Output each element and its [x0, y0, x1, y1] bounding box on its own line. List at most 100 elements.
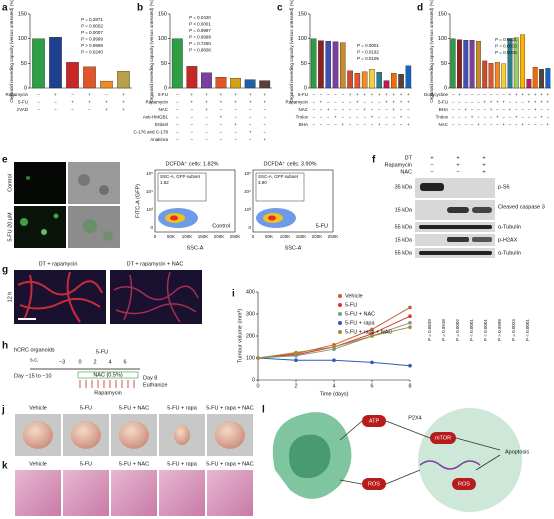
condition-mark: − — [176, 122, 179, 127]
fluorescence-image — [14, 162, 66, 204]
p-value: P = 0.0240 — [81, 50, 103, 55]
bar — [186, 66, 198, 89]
image-label: 5-FU + rapa + NAC — [206, 461, 253, 467]
condition-mark: + — [528, 92, 531, 97]
condition-mark: + — [540, 115, 543, 120]
condition-mark: − — [528, 122, 531, 127]
bar — [117, 71, 130, 89]
panel-g: DT + rapamycin DT + rapamycin + NAC 12 h — [7, 261, 202, 324]
condition-mark: − — [249, 107, 252, 112]
condition-mark: + — [392, 92, 395, 97]
condition-mark: + — [220, 92, 223, 97]
size-label: 15 kDa — [395, 237, 413, 243]
condition-mark: + — [349, 92, 352, 97]
condition-mark: − — [471, 107, 474, 112]
gate-label: SSC-A, GFP subset — [258, 174, 299, 179]
condition-mark: − — [407, 115, 410, 120]
tumour — [174, 425, 190, 445]
condition-mark: + — [482, 169, 485, 175]
condition-mark: + — [490, 107, 493, 112]
bar — [171, 38, 183, 89]
legend-label: 5-FU — [345, 302, 357, 308]
condition-mark: − — [334, 122, 337, 127]
condition-mark: − — [540, 107, 543, 112]
point — [408, 314, 412, 319]
condition-mark: − — [356, 115, 359, 120]
condition-mark: − — [191, 137, 194, 142]
bar — [501, 63, 507, 89]
gate-value: 1.82 — [160, 180, 169, 185]
endpoint-label: Euthanize — [143, 382, 167, 388]
condition-mark: + — [482, 155, 485, 161]
x-tick-label: 250K — [230, 234, 241, 239]
condition-mark: − — [483, 115, 486, 120]
condition-mark: − — [464, 92, 467, 97]
scale-bar — [18, 318, 36, 320]
condition-mark: + — [363, 92, 366, 97]
nac-bar — [77, 371, 139, 379]
gate-value: 3.90 — [258, 180, 267, 185]
drug-label: 5-FU — [96, 349, 108, 355]
bar — [513, 37, 519, 89]
x-tick-label: 150K — [296, 234, 307, 239]
y-tick-label: 0 — [24, 85, 27, 91]
p-value: P = 0.0003 — [495, 44, 517, 49]
diagram-label: ATP — [369, 418, 380, 424]
condition-mark: − — [547, 115, 550, 120]
condition-label: Rapamycin — [285, 100, 308, 105]
point — [256, 356, 260, 360]
condition-mark: + — [191, 92, 194, 97]
y-tick-label: 10³ — [146, 207, 153, 212]
day-label: 6 — [123, 359, 126, 365]
y-tick-label: 10⁴ — [146, 189, 153, 194]
protein-label: Cleaved caspase 3 — [498, 204, 545, 210]
image-label: 5-FU + rapa — [167, 461, 197, 467]
condition-mark: − — [327, 122, 330, 127]
condition-mark: − — [263, 122, 266, 127]
condition-mark: − — [205, 115, 208, 120]
condition-mark: − — [312, 107, 315, 112]
condition-mark: − — [349, 115, 352, 120]
condition-label: C-176 and C-178 — [133, 130, 168, 135]
condition-mark: − — [496, 122, 499, 127]
bar — [450, 38, 456, 89]
condition-mark: − — [515, 100, 518, 105]
x-tick-label: 0 — [256, 383, 259, 389]
nac-label: NAC (0.5%) — [93, 372, 123, 378]
condition-mark: + — [88, 92, 91, 97]
condition-mark: + — [534, 92, 537, 97]
p-value: P < 0.0001 — [469, 319, 474, 341]
bar — [369, 69, 375, 89]
condition-mark: + — [220, 100, 223, 105]
condition-mark: − — [320, 107, 323, 112]
condition-label: BHA — [439, 107, 448, 112]
condition-mark: − — [334, 107, 337, 112]
condition-mark: + — [205, 92, 208, 97]
condition-mark: + — [249, 100, 252, 105]
y-tick-label: 0 — [304, 85, 307, 91]
condition-mark: − — [312, 92, 315, 97]
image-label: 5-FU + rapa — [167, 405, 197, 411]
condition-label: Trolox — [296, 115, 309, 120]
condition-mark: − — [490, 115, 493, 120]
bar — [230, 77, 241, 89]
condition-mark: − — [528, 107, 531, 112]
condition-mark: − — [327, 115, 330, 120]
condition-mark: − — [220, 130, 223, 135]
y-tick-label: 10⁵ — [244, 171, 251, 176]
bar-chart: Organoid reseeding capacity (versus untr… — [424, 0, 551, 127]
condition-mark: − — [191, 107, 194, 112]
size-label: 55 kDa — [395, 224, 413, 230]
condition-label: Trolox — [436, 115, 449, 120]
condition-label: NAC — [400, 169, 412, 175]
condition-mark: − — [509, 122, 512, 127]
brightfield-image — [68, 162, 120, 204]
tissue-signal — [17, 271, 103, 323]
organoid — [83, 219, 97, 233]
dna — [419, 460, 481, 470]
panel-label: l — [262, 405, 265, 416]
condition-mark: + — [356, 100, 359, 105]
condition-mark: − — [458, 115, 461, 120]
condition-label: 5-FU — [158, 92, 168, 97]
band — [419, 225, 492, 229]
